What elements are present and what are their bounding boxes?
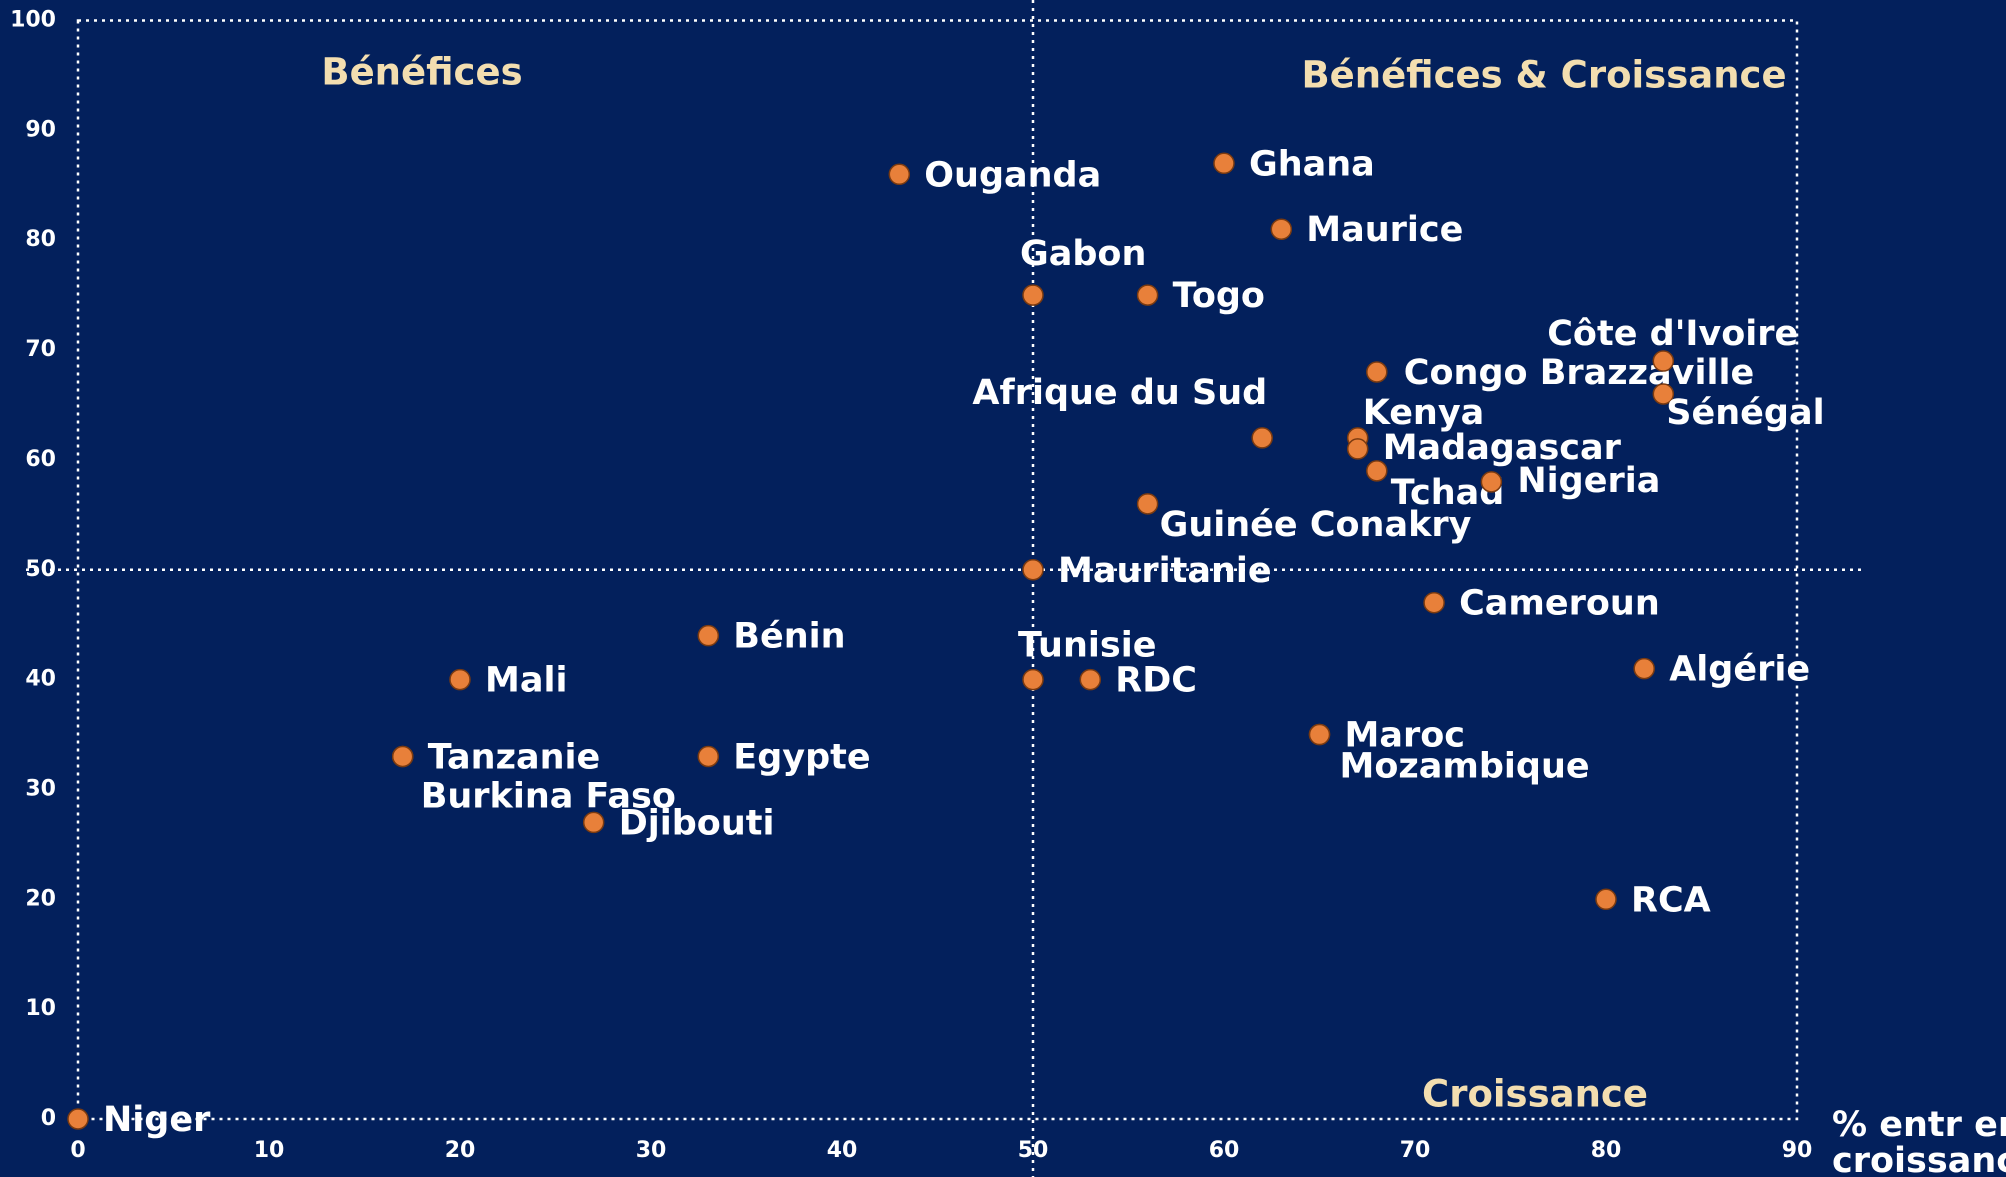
point	[1423, 591, 1445, 614]
point-label: Gabon	[1020, 234, 1146, 274]
point-label: Nigeria	[1517, 461, 1660, 501]
point	[67, 1108, 89, 1130]
point	[1251, 427, 1273, 449]
point	[697, 745, 720, 768]
point-label: Kenya	[1363, 393, 1485, 433]
point-label: Ghana	[1249, 144, 1375, 184]
point-label: Ouganda	[924, 155, 1101, 195]
point	[1022, 284, 1044, 306]
point	[1022, 559, 1044, 581]
y-tick-label: 70	[25, 337, 56, 362]
point-label: Sénégal	[1666, 393, 1824, 433]
point	[1652, 383, 1675, 405]
point	[888, 163, 911, 186]
point	[1366, 460, 1388, 482]
y-tick-label: 10	[25, 996, 56, 1021]
point-label: Tunisie	[1018, 626, 1156, 666]
point-label: Djibouti	[619, 803, 775, 843]
x-tick-label: 60	[1209, 1138, 1240, 1163]
point-label: Mozambique	[1340, 747, 1590, 787]
point-label: Burkina Faso	[421, 776, 676, 816]
quadrant-label: Croissance	[1422, 1073, 1648, 1116]
point-label: Maroc	[1345, 716, 1466, 756]
point-label: Mauritanie	[1058, 551, 1272, 591]
y-tick-label: 20	[25, 886, 56, 911]
point	[1366, 361, 1388, 383]
point-label: Cameroun	[1459, 584, 1660, 624]
y-tick-label: 40	[25, 667, 56, 692]
y-tick-label: 0	[41, 1106, 56, 1131]
point	[1308, 723, 1331, 746]
x-tick-label: 10	[254, 1138, 285, 1163]
point-label: RDC	[1115, 661, 1197, 701]
point	[1136, 284, 1159, 306]
x-tick-label: 40	[827, 1138, 858, 1163]
point-label: Niger	[103, 1100, 211, 1140]
point-label: Congo Brazzaville	[1404, 353, 1754, 393]
point	[582, 811, 605, 834]
x-axis-label: % entr en	[1832, 1105, 2006, 1145]
point-label: Maurice	[1306, 210, 1463, 250]
point	[697, 624, 720, 647]
y-tick-label: 30	[25, 776, 56, 801]
point-label: Mali	[485, 661, 567, 701]
x-tick-label: 20	[445, 1138, 476, 1163]
point-label: Algérie	[1669, 650, 1810, 690]
point	[449, 668, 471, 691]
y-tick-label: 60	[25, 447, 56, 472]
x-tick-label: 70	[1400, 1138, 1431, 1163]
x-tick-label: 30	[636, 1138, 667, 1163]
point-label: Tanzanie	[428, 737, 601, 777]
point	[1595, 888, 1617, 911]
point-label: Bénin	[733, 617, 845, 657]
y-tick-label: 100	[10, 8, 56, 33]
quadrant-label: Bénéfices	[321, 51, 522, 94]
point	[1136, 493, 1159, 515]
point	[1079, 668, 1102, 691]
point	[1213, 152, 1235, 175]
point-label: RCA	[1631, 880, 1711, 920]
point	[1652, 350, 1675, 372]
point-label: Madagascar	[1383, 428, 1622, 468]
x-tick-label: 90	[1782, 1138, 1813, 1163]
x-tick-label: 50	[1018, 1138, 1049, 1163]
point-label: Guinée Conakry	[1160, 505, 1472, 545]
point	[1633, 657, 1655, 680]
point	[391, 745, 414, 768]
quadrant-label: Bénéfices & Croissance	[1301, 54, 1786, 97]
x-tick-label: 0	[70, 1138, 85, 1163]
x-axis-label: croissance	[1832, 1141, 2006, 1177]
point-label: Afrique du Sud	[972, 373, 1267, 413]
point	[1346, 438, 1369, 460]
point	[1480, 471, 1503, 493]
point-label: Togo	[1173, 276, 1265, 316]
point-label: Côte d'Ivoire	[1547, 314, 1798, 354]
point	[1022, 668, 1044, 691]
y-tick-label: 80	[25, 227, 56, 252]
point	[1270, 218, 1293, 240]
y-tick-label: 90	[25, 117, 56, 142]
x-tick-label: 80	[1591, 1138, 1622, 1163]
point-label: Egypte	[733, 737, 870, 777]
